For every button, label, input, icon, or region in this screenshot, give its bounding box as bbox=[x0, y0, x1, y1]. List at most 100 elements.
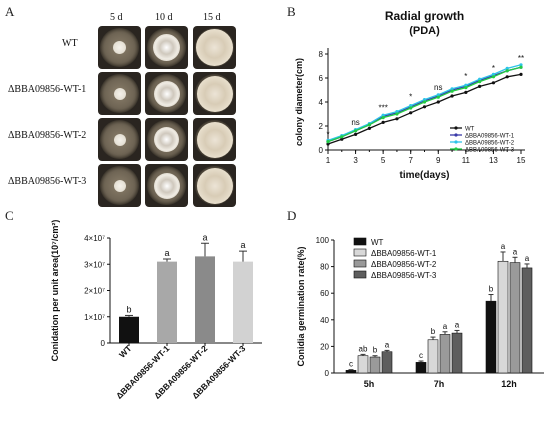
significance-letter: b bbox=[126, 304, 131, 314]
data-point bbox=[436, 95, 440, 99]
x-tick-label: 15 bbox=[517, 156, 526, 165]
significance-letter: a bbox=[513, 247, 518, 256]
y-tick-label: 1×10⁷ bbox=[84, 313, 105, 322]
data-point bbox=[436, 100, 440, 104]
significance-letter: a bbox=[455, 320, 460, 329]
y-axis-label: colony diameter(cm) bbox=[294, 58, 304, 146]
data-point bbox=[381, 120, 385, 124]
data-point bbox=[436, 93, 440, 97]
data-point bbox=[519, 63, 523, 67]
bar bbox=[451, 332, 463, 374]
data-point bbox=[450, 94, 454, 98]
chart-d-germination: 0 20 40 60 80 100 Conidia germination rate(%) c… bbox=[296, 236, 544, 389]
fungal-colony bbox=[196, 167, 233, 204]
data-point bbox=[381, 113, 385, 117]
data-point bbox=[478, 84, 482, 88]
fungal-colony bbox=[113, 179, 126, 192]
data-point bbox=[381, 116, 385, 120]
data-point bbox=[409, 111, 413, 115]
data-point bbox=[422, 98, 427, 102]
data-point bbox=[340, 137, 344, 141]
data-point bbox=[367, 126, 371, 130]
row-label-wt: WT bbox=[62, 38, 78, 49]
x-tick-label: 11 bbox=[462, 156, 471, 165]
y-axis-label: Conidia germination rate(%) bbox=[296, 246, 306, 366]
significance-letter: b bbox=[489, 285, 494, 294]
data-point bbox=[395, 117, 399, 121]
legend-marker bbox=[454, 126, 458, 130]
fungal-colony bbox=[196, 75, 233, 112]
x-tick-label: 13 bbox=[489, 156, 498, 165]
significance-letter: a bbox=[525, 254, 530, 263]
significance-letter: a bbox=[501, 242, 506, 251]
data-point bbox=[491, 81, 496, 85]
x-tick-label: 7h bbox=[434, 379, 445, 389]
y-tick-label: 4×10⁷ bbox=[84, 234, 105, 243]
x-tick-label: 3 bbox=[353, 156, 358, 165]
bar bbox=[195, 256, 215, 343]
significance-letter: b bbox=[373, 346, 378, 355]
significance-letter: c bbox=[419, 351, 423, 360]
significance-mark: ns bbox=[434, 83, 442, 92]
bar bbox=[157, 261, 177, 343]
legend-swatch bbox=[353, 237, 367, 246]
data-point bbox=[326, 142, 330, 146]
fungal-colony bbox=[153, 80, 180, 107]
bar bbox=[119, 316, 139, 343]
fungal-colony bbox=[113, 87, 126, 100]
petri-dish bbox=[98, 164, 141, 207]
data-point bbox=[422, 100, 427, 104]
x-axis-label: time(days) bbox=[399, 170, 449, 181]
legend-swatch bbox=[353, 248, 367, 257]
y-tick-label: 4 bbox=[319, 98, 324, 107]
data-point bbox=[353, 129, 358, 133]
petri-dish bbox=[193, 164, 236, 207]
fungal-colony bbox=[153, 172, 180, 199]
significance-mark: * bbox=[464, 72, 467, 81]
fungal-colony bbox=[196, 29, 233, 66]
panel-letter-d: D bbox=[287, 208, 297, 223]
significance-letter: a bbox=[164, 248, 169, 258]
panel-a-photo-grid: 5 d 10 d 15 d WT ΔBBA09856-WT-1 ΔBBA0985… bbox=[0, 0, 300, 207]
y-tick-label: 8 bbox=[319, 50, 324, 59]
petri-dish bbox=[145, 72, 188, 115]
y-tick-label: 20 bbox=[320, 342, 329, 351]
panel-letter-a: A bbox=[5, 4, 15, 19]
row-label-wt3: ΔBBA09856-WT-3 bbox=[8, 176, 87, 187]
significance-letter: a bbox=[202, 232, 207, 242]
bar bbox=[369, 356, 381, 374]
y-tick-label: 6 bbox=[319, 74, 324, 83]
bar bbox=[381, 351, 393, 374]
bar bbox=[497, 260, 509, 374]
y-tick-label: 80 bbox=[320, 263, 329, 272]
data-point bbox=[505, 75, 509, 79]
data-point bbox=[491, 75, 496, 79]
chart-c-conidiation: 0 1×10⁷ 2×10⁷ 3×10⁷ 4×10⁷ Conidation per unit… bbox=[50, 220, 262, 401]
data-point bbox=[450, 89, 454, 93]
legend-swatch bbox=[353, 259, 367, 268]
data-point bbox=[409, 106, 413, 110]
bar bbox=[357, 355, 369, 374]
significance-mark: * bbox=[326, 130, 329, 139]
bar bbox=[521, 267, 533, 374]
data-point bbox=[519, 65, 523, 69]
legend-label: ΔBBA09856-WT-3 bbox=[465, 148, 515, 154]
y-tick-label: 0 bbox=[325, 369, 330, 378]
significance-letter: a bbox=[385, 340, 390, 349]
y-tick-label: 40 bbox=[320, 316, 329, 325]
data-point bbox=[464, 86, 468, 90]
data-point bbox=[326, 140, 330, 144]
data-point bbox=[353, 132, 358, 136]
data-point bbox=[395, 112, 399, 116]
significance-letter: c bbox=[349, 360, 353, 369]
bar bbox=[485, 300, 497, 374]
data-point bbox=[505, 66, 509, 70]
chart-title: Radial growth bbox=[385, 9, 464, 23]
y-tick-label: 3×10⁷ bbox=[84, 260, 105, 269]
x-tick-label: 1 bbox=[326, 156, 331, 165]
y-tick-label: 2 bbox=[319, 122, 324, 131]
fungal-colony bbox=[196, 121, 233, 158]
legend-marker bbox=[454, 133, 458, 137]
petri-dish bbox=[98, 72, 141, 115]
